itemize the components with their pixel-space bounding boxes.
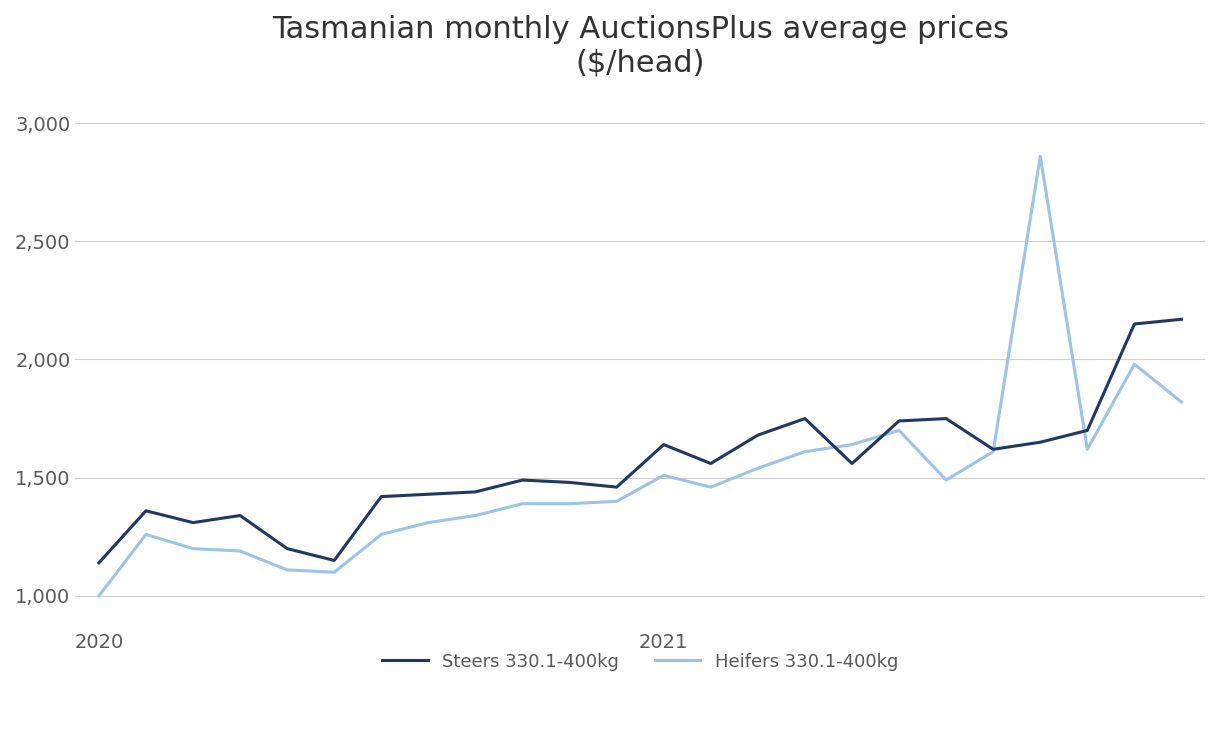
Steers 330.1-400kg: [1127, 319, 1142, 328]
Heifers 330.1-400kg: [798, 447, 813, 456]
Heifers 330.1-400kg: [92, 592, 106, 601]
Steers 330.1-400kg: [327, 556, 342, 565]
Line: Heifers 330.1-400kg: Heifers 330.1-400kg: [99, 156, 1181, 596]
Heifers 330.1-400kg: [1080, 445, 1094, 453]
Heifers 330.1-400kg: [515, 499, 529, 508]
Steers 330.1-400kg: [656, 440, 671, 449]
Steers 330.1-400kg: [939, 414, 954, 423]
Steers 330.1-400kg: [986, 445, 1000, 453]
Steers 330.1-400kg: [139, 506, 154, 515]
Steers 330.1-400kg: [1033, 438, 1048, 447]
Heifers 330.1-400kg: [562, 499, 577, 508]
Steers 330.1-400kg: [892, 417, 906, 425]
Heifers 330.1-400kg: [279, 565, 294, 574]
Heifers 330.1-400kg: [939, 475, 954, 484]
Heifers 330.1-400kg: [468, 511, 483, 520]
Heifers 330.1-400kg: [609, 497, 623, 506]
Steers 330.1-400kg: [1174, 315, 1188, 324]
Steers 330.1-400kg: [185, 518, 200, 527]
Heifers 330.1-400kg: [233, 547, 248, 556]
Heifers 330.1-400kg: [185, 544, 200, 553]
Line: Steers 330.1-400kg: Steers 330.1-400kg: [99, 319, 1181, 563]
Title: Tasmanian monthly AuctionsPlus average prices
($/head): Tasmanian monthly AuctionsPlus average p…: [272, 15, 1009, 77]
Steers 330.1-400kg: [515, 475, 529, 484]
Heifers 330.1-400kg: [704, 483, 719, 492]
Steers 330.1-400kg: [421, 490, 436, 499]
Heifers 330.1-400kg: [327, 568, 342, 577]
Steers 330.1-400kg: [279, 544, 294, 553]
Steers 330.1-400kg: [468, 487, 483, 496]
Steers 330.1-400kg: [233, 511, 248, 520]
Heifers 330.1-400kg: [375, 530, 389, 539]
Heifers 330.1-400kg: [750, 464, 765, 473]
Steers 330.1-400kg: [562, 478, 577, 486]
Steers 330.1-400kg: [609, 483, 623, 492]
Steers 330.1-400kg: [750, 431, 765, 439]
Heifers 330.1-400kg: [1033, 152, 1048, 160]
Heifers 330.1-400kg: [986, 447, 1000, 456]
Steers 330.1-400kg: [844, 459, 859, 468]
Heifers 330.1-400kg: [139, 530, 154, 539]
Steers 330.1-400kg: [375, 492, 389, 501]
Heifers 330.1-400kg: [1127, 360, 1142, 369]
Heifers 330.1-400kg: [656, 471, 671, 480]
Steers 330.1-400kg: [798, 414, 813, 423]
Legend: Steers 330.1-400kg, Heifers 330.1-400kg: Steers 330.1-400kg, Heifers 330.1-400kg: [376, 645, 905, 678]
Steers 330.1-400kg: [704, 459, 719, 468]
Steers 330.1-400kg: [1080, 426, 1094, 435]
Heifers 330.1-400kg: [1174, 397, 1188, 406]
Steers 330.1-400kg: [92, 559, 106, 567]
Heifers 330.1-400kg: [892, 426, 906, 435]
Heifers 330.1-400kg: [421, 518, 436, 527]
Heifers 330.1-400kg: [844, 440, 859, 449]
